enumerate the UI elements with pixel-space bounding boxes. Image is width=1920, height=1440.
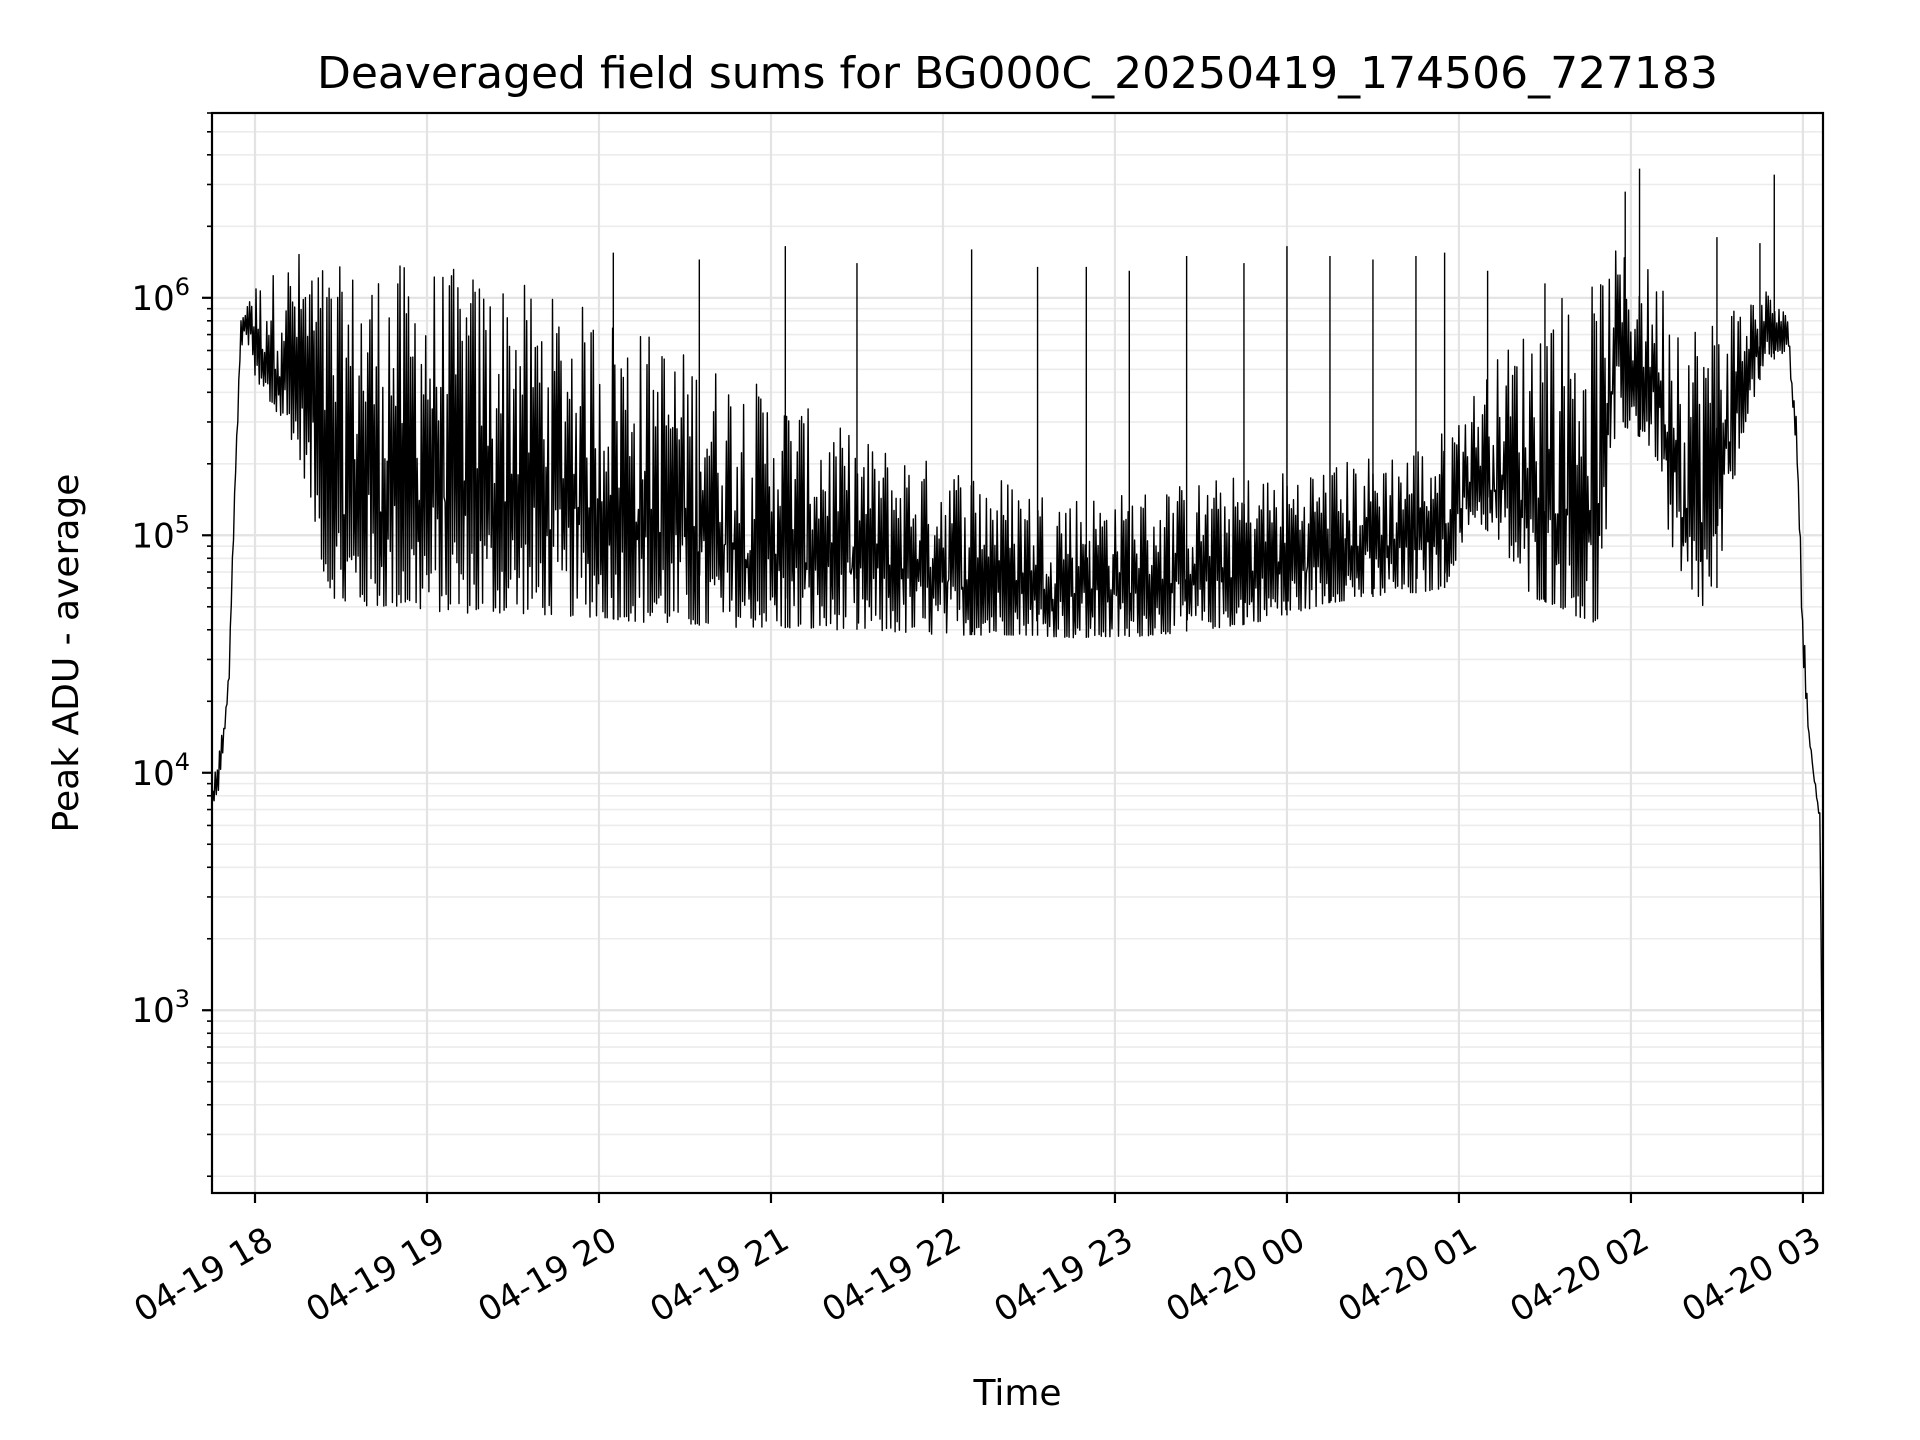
y-tick-label-exponent: 3 [175,985,190,1013]
y-tick-label-base: 10 [131,754,174,794]
y-tick-label-exponent: 5 [175,510,190,538]
data-series [211,168,1824,1177]
y-tick-label: 105 [131,510,190,556]
y-axis-title: Peak ADU - average [46,474,87,833]
x-axis-title: Time [972,1373,1061,1414]
plot-frame [210,111,1825,1195]
data-line [211,250,1824,1177]
major-gridlines [212,113,1823,1193]
y-tick-label-exponent: 4 [175,748,190,776]
y-tick-label: 104 [131,748,190,794]
y-tick-label-exponent: 6 [175,273,190,301]
y-tick-label-base: 10 [131,991,174,1031]
chart-title: Deaveraged field sums for BG000C_2025041… [317,48,1718,99]
y-tick-label: 103 [131,985,190,1031]
y-tick-label-base: 10 [131,279,174,319]
y-tick-label: 106 [131,273,190,319]
y-tick-label-base: 10 [131,516,174,556]
